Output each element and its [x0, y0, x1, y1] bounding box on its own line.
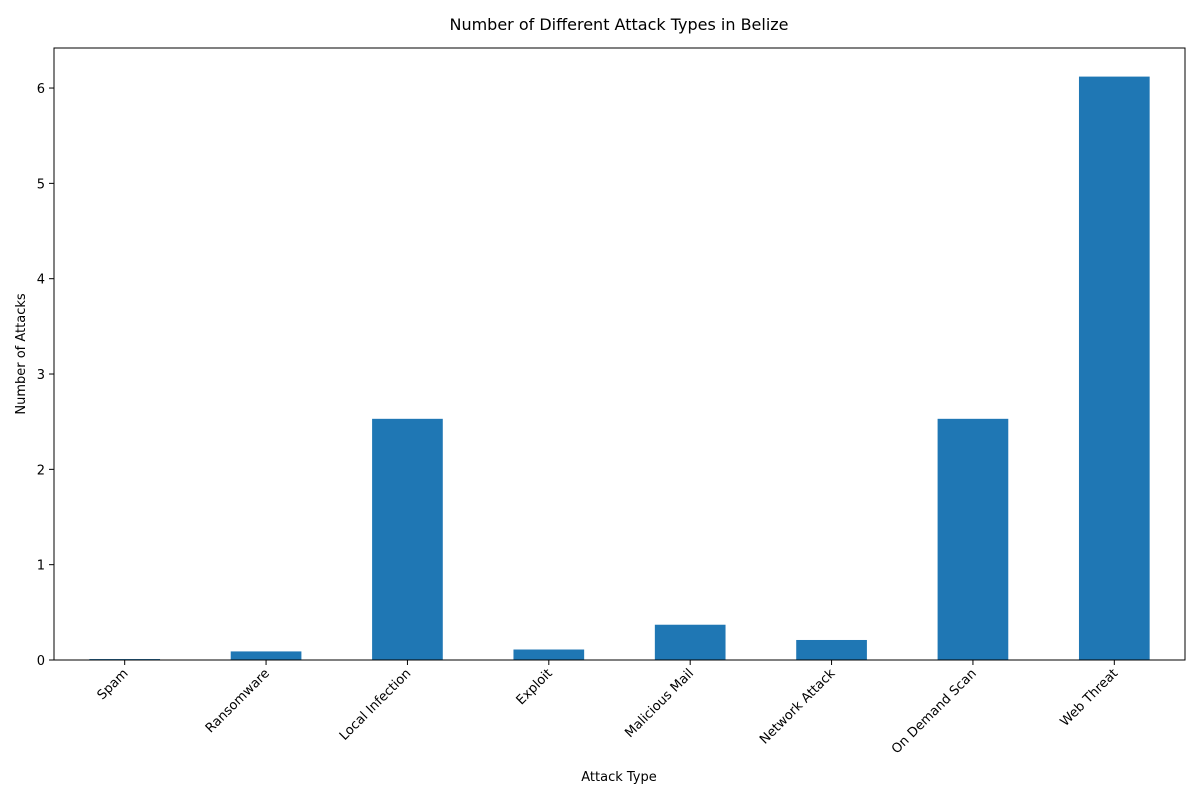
x-tick-label: On Demand Scan — [889, 666, 980, 757]
bar-local-infection — [372, 418, 443, 660]
bar-web-threat — [1078, 76, 1150, 660]
y-tick-label: 0 — [37, 654, 45, 669]
bar-ransomware — [230, 651, 302, 660]
chart-title: Number of Different Attack Types in Beli… — [449, 15, 788, 34]
y-tick-label: 4 — [37, 273, 45, 288]
y-tick-label: 2 — [37, 463, 45, 478]
y-tick-label: 6 — [37, 82, 45, 97]
y-tick-label: 1 — [37, 559, 45, 574]
bar-exploit — [513, 649, 585, 660]
x-tick-label: Spam — [95, 666, 132, 703]
x-tick-label: Ransomware — [203, 666, 273, 736]
x-tick-label: Web Threat — [1058, 666, 1121, 729]
bar-on-demand-scan — [937, 418, 1009, 660]
bar-malicious-mail — [654, 624, 726, 660]
x-axis-ticks: Spam Ransomware Local Infection Exploit Mali… — [95, 660, 1121, 757]
y-tick-label: 5 — [37, 177, 45, 192]
y-tick-label: 3 — [37, 368, 45, 383]
y-axis-label: Number of Attacks — [14, 293, 29, 415]
bars-group — [89, 76, 1150, 660]
x-tick-label: Local Infection — [337, 666, 414, 743]
bar-network-attack — [796, 639, 867, 660]
y-axis-ticks: 0 1 2 3 4 5 6 — [37, 82, 54, 669]
x-tick-label: Exploit — [514, 666, 556, 708]
x-tick-label: Network Attack — [757, 666, 839, 748]
x-axis-label: Attack Type — [581, 770, 657, 785]
plot-frame — [53, 47, 1186, 661]
x-tick-label: Malicious Mail — [622, 666, 697, 741]
